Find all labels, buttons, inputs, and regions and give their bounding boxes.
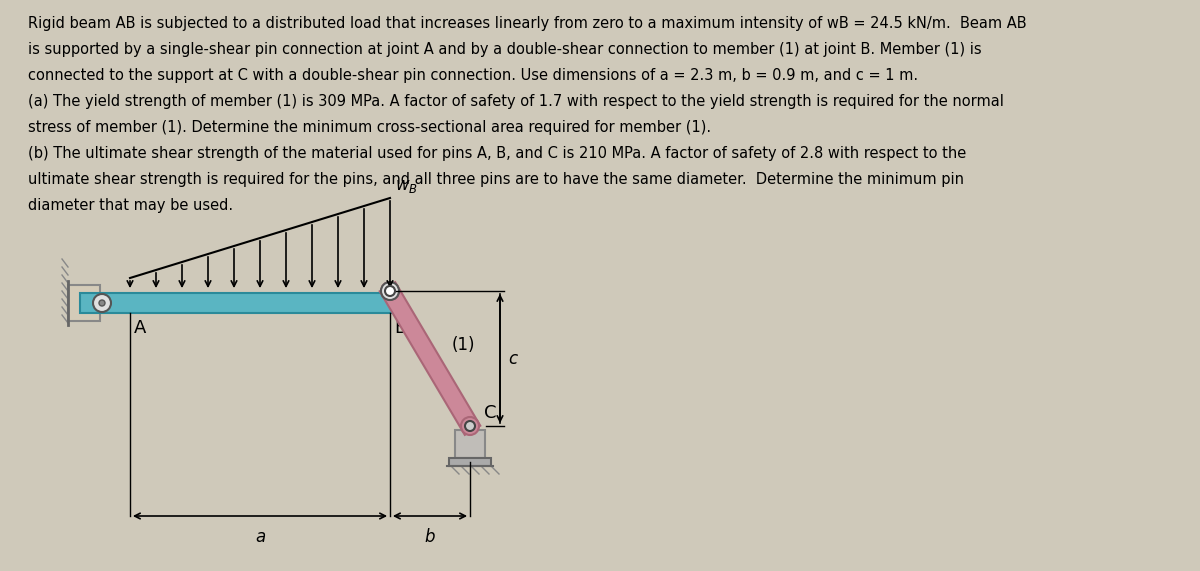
Circle shape (98, 300, 106, 306)
Circle shape (382, 282, 398, 300)
Text: C: C (484, 404, 497, 422)
Text: b: b (425, 528, 436, 546)
Text: ultimate shear strength is required for the pins, and all three pins are to have: ultimate shear strength is required for … (28, 172, 964, 187)
Text: stress of member (1). Determine the minimum cross-sectional area required for me: stress of member (1). Determine the mini… (28, 120, 712, 135)
Polygon shape (379, 282, 480, 435)
Text: $w_B$: $w_B$ (395, 177, 418, 195)
Bar (449, 458, 491, 466)
Bar (455, 430, 485, 458)
Text: (1): (1) (452, 336, 475, 353)
Text: is supported by a single-shear pin connection at joint A and by a double-shear c: is supported by a single-shear pin conne… (28, 42, 982, 57)
Circle shape (94, 294, 112, 312)
Text: a: a (254, 528, 265, 546)
Text: diameter that may be used.: diameter that may be used. (28, 198, 233, 213)
Text: B: B (394, 319, 407, 337)
Circle shape (386, 288, 394, 294)
Circle shape (466, 421, 475, 431)
Circle shape (382, 282, 398, 300)
Text: (a) The yield strength of member (1) is 309 MPa. A factor of safety of 1.7 with : (a) The yield strength of member (1) is … (28, 94, 1004, 109)
Bar (80, 293, 400, 313)
Text: A: A (134, 319, 146, 337)
Circle shape (385, 286, 395, 296)
Text: Rigid beam AB is subjected to a distributed load that increases linearly from ze: Rigid beam AB is subjected to a distribu… (28, 16, 1027, 31)
Text: connected to the support at C with a double-shear pin connection. Use dimensions: connected to the support at C with a dou… (28, 68, 918, 83)
Text: (b) The ultimate shear strength of the material used for pins A, B, and C is 210: (b) The ultimate shear strength of the m… (28, 146, 966, 161)
Circle shape (461, 417, 479, 435)
Bar (68, 285, 100, 321)
Text: c: c (508, 349, 517, 368)
